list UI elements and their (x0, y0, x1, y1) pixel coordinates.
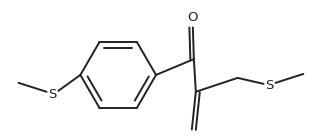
Text: O: O (188, 11, 198, 24)
Text: S: S (265, 79, 274, 92)
Text: S: S (48, 88, 57, 101)
